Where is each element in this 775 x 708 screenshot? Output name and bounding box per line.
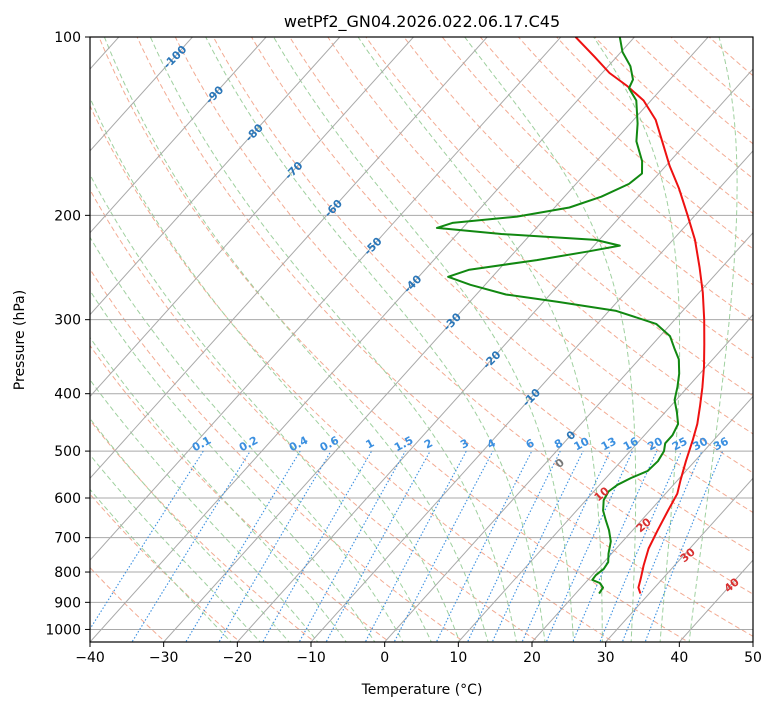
isotherm-line [90,37,194,152]
x-tick-label: 50 [744,650,762,666]
x-tick-label: −30 [149,650,179,666]
isotherm-line [457,313,753,642]
chart-title: wetPf2_GN04.2026.022.06.17.C45 [284,12,560,32]
mixing-ratio-line [466,450,561,642]
mixing-ratio-label: 20 [645,435,665,454]
moist-adiabat-line [90,173,432,642]
mixing-ratio-line [218,450,332,642]
x-tick-label: −40 [75,650,105,666]
mixing-ratio-line [545,450,633,642]
mixing-ratio-label: 30 [690,435,710,454]
x-tick-label: −20 [223,650,253,666]
moist-adiabat-line [90,378,319,642]
isotherm-line [90,37,267,234]
y-tick-label: 600 [54,491,81,507]
mixing-ratio-line [572,450,658,642]
isotherm-line [90,37,341,316]
dry-adiabat-line [403,37,753,359]
y-axis-label: Pressure (hPa) [12,290,28,390]
mixing-ratio-line [621,450,703,642]
temperature-profile-line [574,37,706,594]
x-axis-label: Temperature (°C) [361,682,483,698]
x-tick-label: 20 [523,650,541,666]
isotherm-line [310,150,753,642]
dry-adiabat-line [212,37,753,554]
x-tick-label: 10 [449,650,467,666]
profiles [435,37,706,595]
dry-adiabat-line [250,37,753,514]
mixing-ratio-line [393,450,494,642]
isotherm-line [90,37,415,398]
dry-adiabat-line [479,37,753,286]
mixing-ratio-label: 10 [572,435,592,454]
y-tick-label: 400 [54,387,81,403]
mixing-ratio-line [491,450,584,642]
y-tick-label: 300 [54,313,81,329]
isotherm-line [383,231,753,642]
isotherm-line [531,395,753,642]
y-tick-label: 500 [54,444,81,460]
x-axis-ticks: −40 −30 −20 −10 0 10 20 30 40 50 [75,642,762,666]
y-tick-label: 200 [54,208,81,224]
background-lines [90,37,753,642]
mixing-ratio-line [599,450,682,642]
dewpoint-profile-line [435,37,681,595]
y-tick-label: 1000 [45,622,81,638]
mixing-ratio-label: 16 [621,435,641,454]
mixing-ratio-line [262,450,373,642]
y-axis-ticks: 100 200 300 400 500 600 700 800 900 1000 [45,30,90,638]
x-tick-label: 0 [380,650,389,666]
mixing-ratio-line [435,450,533,642]
isotherm-line [604,477,753,642]
mixing-ratio-line [131,450,251,642]
isotherm-line [90,37,562,561]
isotherm-line [162,37,709,642]
plot-frame [89,36,754,643]
mixing-ratio-label: 25 [670,435,690,454]
mixing-ratio-line [644,450,724,642]
isotherm-line [236,68,753,642]
x-tick-label: 40 [670,650,688,666]
mixing-ratio-line [521,450,611,642]
mixing-ratio-label: 13 [599,435,619,454]
x-tick-label: 30 [597,650,615,666]
dry-adiabat-line [289,37,753,474]
isotherm-line [90,37,488,480]
y-tick-label: 700 [54,531,81,547]
y-tick-label: 100 [54,30,81,46]
y-tick-label: 800 [54,565,81,581]
y-tick-label: 900 [54,595,81,611]
mixing-ratio-line [185,450,301,642]
isotherm-line [90,37,636,642]
moist-adiabat-line [90,96,461,642]
mixing-ratio-line [364,450,467,642]
x-tick-label: −10 [296,650,326,666]
dry-adiabat-line [365,37,753,397]
mixing-ratio-label: 36 [711,435,731,454]
dry-adiabat-line [174,37,753,595]
